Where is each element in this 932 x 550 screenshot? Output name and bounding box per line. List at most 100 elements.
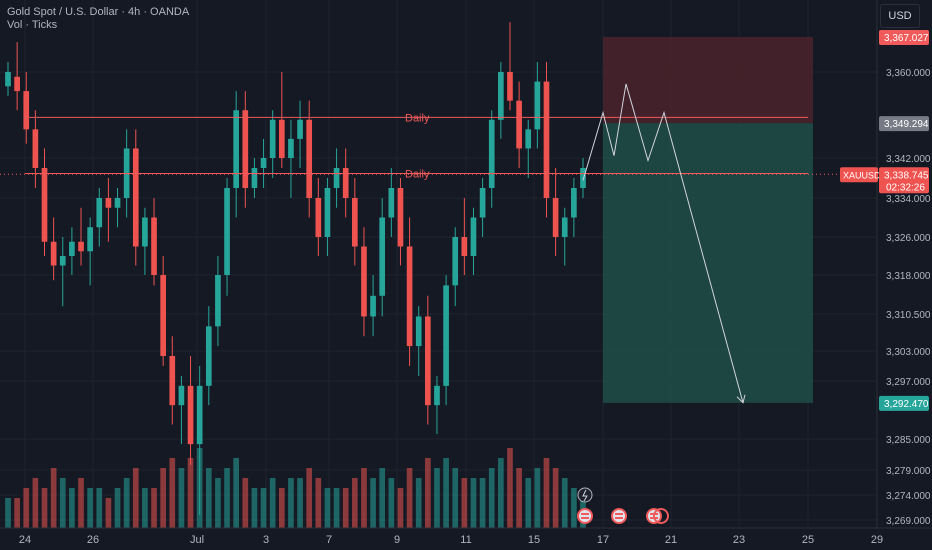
volume-bar bbox=[415, 478, 422, 528]
volume-bar bbox=[114, 488, 121, 528]
candle-body bbox=[187, 385, 194, 445]
candle-body bbox=[370, 295, 376, 317]
time-axis bbox=[0, 527, 932, 550]
us-flag-icon bbox=[653, 508, 669, 524]
candle-body bbox=[251, 168, 258, 188]
us-flag-icon bbox=[611, 508, 627, 524]
current-price-text: 3,338.745 bbox=[884, 170, 929, 181]
candle-body bbox=[324, 188, 331, 237]
daily-levels: Daily Daily bbox=[0, 112, 877, 181]
volume-bar bbox=[324, 488, 331, 528]
candle-body bbox=[278, 119, 285, 158]
candle-body bbox=[479, 188, 486, 218]
x-tick-label: 21 bbox=[665, 534, 677, 546]
volume-bar bbox=[41, 488, 48, 528]
x-tick-label: 3 bbox=[263, 534, 269, 546]
candle-body bbox=[242, 110, 249, 188]
candle-body bbox=[160, 275, 166, 356]
projection-line bbox=[582, 83, 744, 403]
volume-bar bbox=[552, 468, 559, 528]
event-icons bbox=[577, 487, 669, 524]
candle-body bbox=[388, 188, 395, 218]
y-tick-label: 3,334.000 bbox=[886, 194, 931, 205]
flag-stripe bbox=[615, 517, 623, 519]
candle-body bbox=[543, 81, 550, 198]
candle-body bbox=[443, 285, 449, 386]
y-tick-label: 3,342.000 bbox=[886, 154, 931, 165]
volume-bar bbox=[288, 478, 294, 528]
candle-body bbox=[132, 148, 139, 247]
volume-bar bbox=[50, 468, 57, 528]
volume-bar bbox=[215, 478, 221, 528]
candle-body bbox=[525, 129, 532, 149]
candle-body bbox=[452, 237, 459, 286]
volume-bar bbox=[434, 468, 440, 528]
candle-body bbox=[461, 237, 468, 256]
candle-body bbox=[151, 217, 157, 275]
x-tick-label: 15 bbox=[528, 534, 540, 546]
volume-bar bbox=[498, 458, 504, 528]
y-tick-label: 3,318.000 bbox=[886, 271, 931, 282]
us-flag-icon bbox=[577, 508, 593, 524]
flag-stripe bbox=[581, 517, 589, 519]
y-tick-label: 3,274.000 bbox=[886, 491, 931, 502]
x-tick-labels: 24 26 Jul 3 7 9 11 15 17 21 23 25 29 bbox=[19, 534, 883, 546]
volume-bar bbox=[59, 478, 66, 528]
candle-body bbox=[379, 217, 386, 296]
y-tick-label: 3,310.500 bbox=[886, 310, 931, 321]
candle-body bbox=[498, 72, 504, 120]
position-zones bbox=[603, 37, 813, 403]
x-tick-label: 7 bbox=[326, 534, 332, 546]
volume-bar bbox=[516, 468, 522, 528]
candle-body bbox=[333, 168, 340, 188]
volume-bar bbox=[452, 468, 459, 528]
candle-body bbox=[5, 72, 11, 87]
currency-button[interactable]: USD bbox=[880, 4, 920, 28]
volume-bar bbox=[306, 468, 313, 528]
volume-bar bbox=[406, 468, 413, 528]
x-tick-label: 23 bbox=[733, 534, 745, 546]
candle-body bbox=[534, 81, 541, 130]
candle-body bbox=[59, 256, 66, 266]
candle-body bbox=[178, 385, 185, 406]
volume-bar bbox=[443, 458, 449, 528]
x-tick-label: 17 bbox=[597, 534, 609, 546]
candle-body bbox=[23, 91, 30, 130]
volume-bar bbox=[278, 488, 285, 528]
y-tick-label: 3,279.000 bbox=[886, 466, 931, 477]
candle-body bbox=[269, 119, 276, 158]
volume-bar bbox=[187, 458, 194, 528]
candle-body bbox=[196, 385, 203, 445]
candle-body bbox=[406, 246, 413, 347]
price-axis bbox=[876, 0, 932, 528]
x-tick-label: 25 bbox=[802, 534, 814, 546]
volume-bar bbox=[242, 478, 249, 528]
volume-bar bbox=[96, 488, 103, 528]
candle-body bbox=[69, 241, 75, 256]
flag-stripe bbox=[581, 513, 589, 515]
volume-bar bbox=[543, 458, 550, 528]
volume-bar bbox=[23, 488, 30, 528]
candle-body bbox=[507, 72, 513, 101]
projection-path bbox=[582, 83, 746, 404]
volume-bar bbox=[425, 458, 431, 528]
x-tick-label: 9 bbox=[394, 534, 400, 546]
x-tick-label: 24 bbox=[19, 534, 31, 546]
candle-body bbox=[78, 241, 84, 252]
candle-body bbox=[580, 168, 586, 188]
candle-body bbox=[142, 217, 148, 247]
volume-bar bbox=[14, 498, 20, 528]
candle-body bbox=[361, 246, 367, 317]
volume-bar bbox=[32, 478, 39, 528]
candle-body bbox=[224, 188, 230, 275]
y-tick-labels: 3,360.000 3,342.000 3,334.000 3,326.000 3,31… bbox=[886, 68, 931, 527]
candle-body bbox=[415, 316, 422, 347]
volume-bar bbox=[260, 488, 267, 528]
candle-body bbox=[14, 76, 20, 92]
price-label-box bbox=[879, 30, 929, 45]
candle-body bbox=[105, 198, 112, 208]
candle-body bbox=[552, 198, 559, 237]
candle-body bbox=[470, 217, 477, 256]
volume-bar bbox=[142, 488, 148, 528]
